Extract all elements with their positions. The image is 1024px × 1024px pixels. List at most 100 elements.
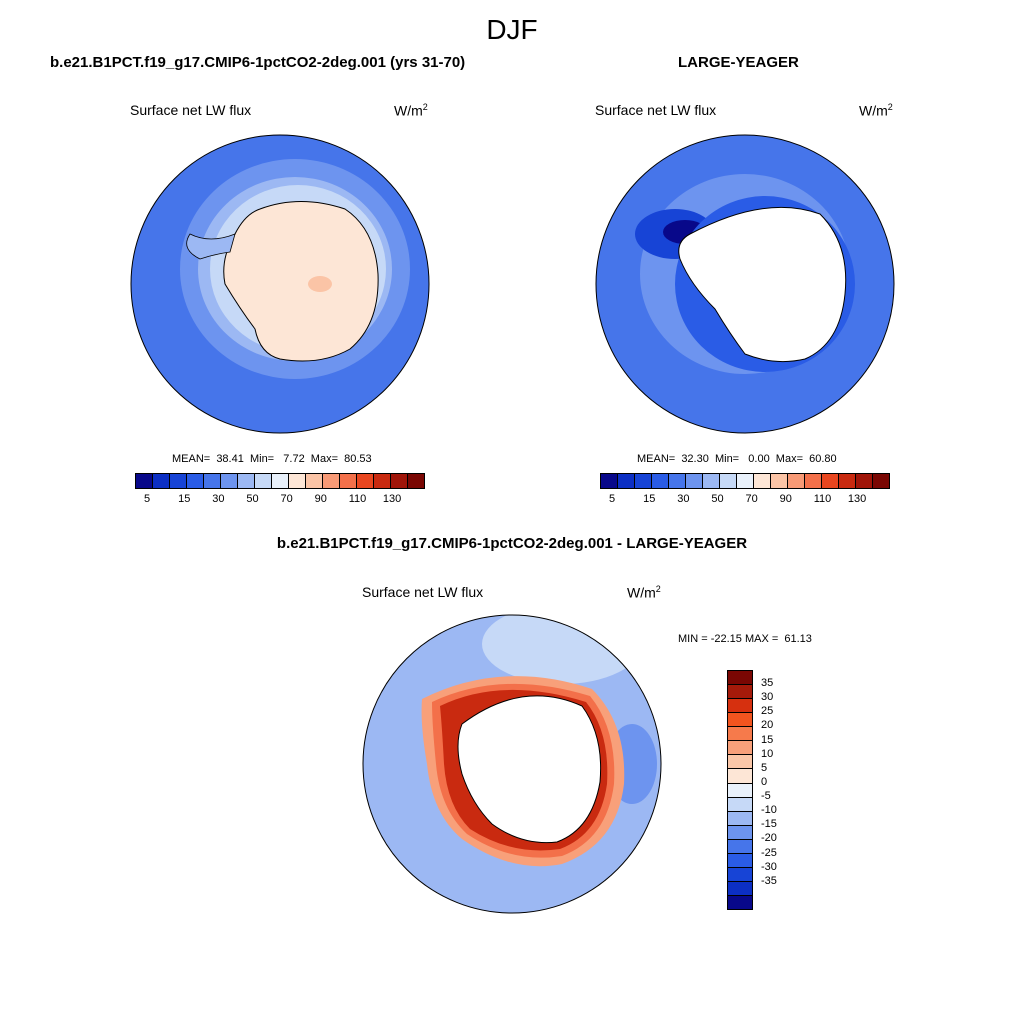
colorbar-swatch <box>728 727 752 742</box>
colorbar-swatch <box>255 474 272 488</box>
colorbar-tick-label: -15 <box>761 818 777 831</box>
colorbar-swatch <box>728 811 752 826</box>
colorbar-swatch <box>652 474 669 488</box>
colorbar-swatch <box>340 474 357 488</box>
colorbar-swatch <box>771 474 788 488</box>
colorbar-swatch <box>238 474 255 488</box>
bottom-colorbar <box>727 670 753 910</box>
top-left-colorbar-ticks: 5 15 30 50 70 90 110 130 <box>135 493 425 507</box>
colorbar-tick-label: -25 <box>761 846 777 859</box>
colorbar-swatch <box>788 474 805 488</box>
colorbar-swatch <box>873 474 889 488</box>
top-left-map-border <box>130 134 430 434</box>
main-title: DJF <box>486 14 538 45</box>
top-right-map-border <box>595 134 895 434</box>
colorbar-swatch <box>686 474 703 488</box>
colorbar-swatch <box>728 769 752 784</box>
colorbar-swatch <box>703 474 720 488</box>
colorbar-tick-label: 130 <box>847 493 867 505</box>
colorbar-tick-label: -10 <box>761 804 777 817</box>
top-left-units-label: W/m2 <box>394 102 428 119</box>
top-left-variable-label: Surface net LW flux <box>130 102 252 118</box>
colorbar-swatch <box>728 896 752 910</box>
colorbar-tick-label: 5 <box>609 493 616 505</box>
colorbar-swatch <box>601 474 618 488</box>
colorbar-swatch <box>635 474 652 488</box>
colorbar-swatch <box>728 797 752 812</box>
bottom-stats: MIN = -22.15 MAX = 61.13 <box>678 633 812 645</box>
colorbar-swatch <box>408 474 424 488</box>
colorbar-swatch <box>153 474 170 488</box>
colorbar-swatch <box>728 741 752 756</box>
colorbar-swatch <box>720 474 737 488</box>
colorbar-tick-label: -20 <box>761 832 777 845</box>
top-left-peninsula <box>186 233 236 260</box>
colorbar-swatch <box>391 474 408 488</box>
colorbar-swatch <box>728 755 752 770</box>
colorbar-tick-label: -5 <box>761 790 771 803</box>
colorbar-tick-label: 5 <box>761 761 768 774</box>
colorbar-swatch <box>187 474 204 488</box>
colorbar-swatch <box>822 474 839 488</box>
colorbar-swatch <box>272 474 289 488</box>
colorbar-tick-label: 30 <box>761 691 774 704</box>
colorbar-swatch <box>728 867 752 882</box>
colorbar-tick-label: 110 <box>813 493 832 505</box>
colorbar-swatch <box>170 474 187 488</box>
colorbar-swatch <box>357 474 374 488</box>
colorbar-swatch <box>323 474 340 488</box>
colorbar-tick-label: 10 <box>761 747 774 760</box>
colorbar-swatch <box>737 474 754 488</box>
colorbar-swatch <box>728 839 752 854</box>
colorbar-tick-label: 70 <box>745 493 758 505</box>
colorbar-swatch <box>669 474 686 488</box>
top-right-units-label: W/m2 <box>859 102 893 119</box>
bottom-panel-title: b.e21.B1PCT.f19_g17.CMIP6-1pctCO2-2deg.0… <box>276 535 748 552</box>
top-right-antarctica-land <box>678 206 847 363</box>
colorbar-swatch <box>136 474 153 488</box>
colorbar-swatch <box>839 474 856 488</box>
top-left-land-warm-patch <box>308 276 332 292</box>
colorbar-swatch <box>728 671 752 686</box>
top-right-stats: MEAN= 32.30 Min= 0.00 Max= 60.80 <box>637 453 837 465</box>
bottom-polar-map <box>362 614 662 914</box>
bottom-ocean-band-pale <box>482 615 642 684</box>
bottom-map-border <box>362 614 662 914</box>
colorbar-tick-label: 5 <box>144 493 151 505</box>
top-right-colorbar <box>600 473 890 489</box>
colorbar-swatch <box>728 783 752 798</box>
colorbar-swatch <box>728 881 752 896</box>
top-left-polar-map <box>130 134 430 434</box>
colorbar-swatch <box>221 474 238 488</box>
colorbar-tick-label: 15 <box>643 493 656 505</box>
colorbar-swatch <box>374 474 391 488</box>
colorbar-tick-label: -30 <box>761 860 777 873</box>
colorbar-tick-label: 25 <box>761 705 774 718</box>
colorbar-swatch <box>754 474 771 488</box>
colorbar-tick-label: -35 <box>761 874 777 887</box>
top-left-antarctica-land <box>223 201 379 362</box>
colorbar-swatch <box>728 685 752 700</box>
colorbar-swatch <box>306 474 323 488</box>
top-right-variable-label: Surface net LW flux <box>595 102 717 118</box>
top-right-colorbar-ticks: 5 15 30 50 70 90 110 130 <box>600 493 890 507</box>
bottom-colorbar-ticks: 35 30 25 20 15 10 5 0 -5 -10 -15 -20 -25 -30 -35 <box>761 670 801 910</box>
colorbar-swatch <box>618 474 635 488</box>
colorbar-swatch <box>728 713 752 728</box>
colorbar-tick-label: 50 <box>711 493 724 505</box>
top-left-stats: MEAN= 38.41 Min= 7.72 Max= 80.53 <box>172 453 372 465</box>
colorbar-swatch <box>204 474 221 488</box>
top-left-colorbar <box>135 473 425 489</box>
colorbar-swatch <box>728 699 752 714</box>
bottom-variable-label: Surface net LW flux <box>362 584 484 600</box>
colorbar-tick-label: 0 <box>761 775 768 788</box>
colorbar-tick-label: 15 <box>178 493 191 505</box>
colorbar-tick-label: 130 <box>382 493 402 505</box>
colorbar-tick-label: 30 <box>677 493 690 505</box>
colorbar-swatch <box>728 825 752 840</box>
colorbar-swatch <box>728 853 752 868</box>
top-left-panel-title: b.e21.B1PCT.f19_g17.CMIP6-1pctCO2-2deg.0… <box>50 54 466 71</box>
top-right-panel-title: LARGE-YEAGER <box>678 54 799 71</box>
colorbar-tick-label: 110 <box>348 493 367 505</box>
colorbar-swatch <box>805 474 822 488</box>
